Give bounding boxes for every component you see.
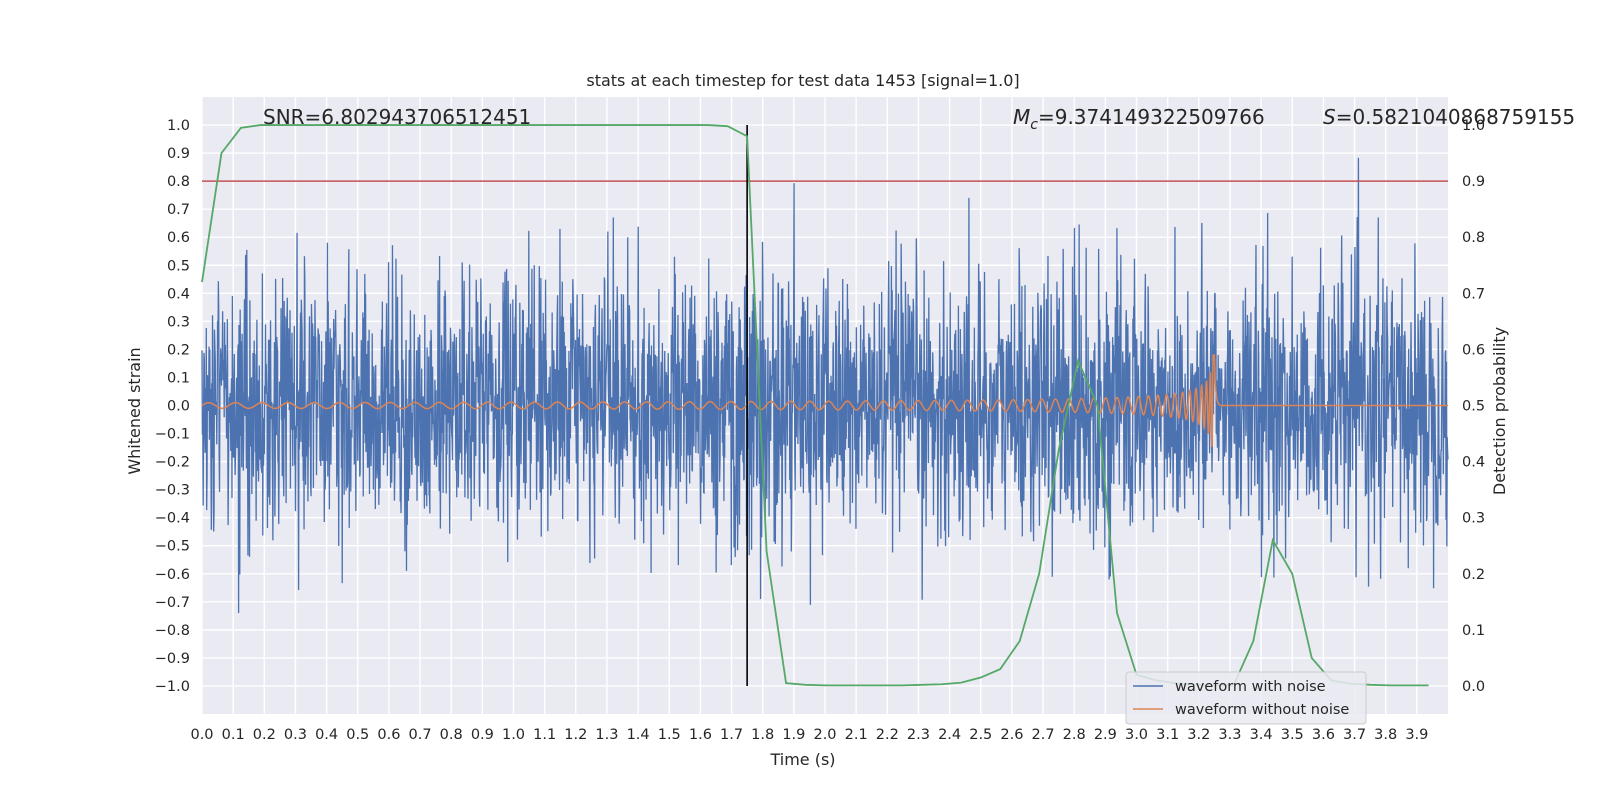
- y-tick-label: 0.9: [167, 146, 190, 162]
- y2-tick-label: 0.1: [1462, 623, 1485, 639]
- y-tick-label: 0.5: [167, 258, 190, 274]
- y-tick-label: 0.0: [167, 399, 190, 415]
- x-tick-label: 0.7: [409, 727, 432, 743]
- y-tick-label: −0.6: [155, 567, 190, 583]
- legend-box: [1125, 671, 1367, 725]
- x-tick-label: 3.2: [1187, 727, 1210, 743]
- y2-axis-label: Detection probability: [1490, 327, 1509, 495]
- x-tick-label: 0.4: [315, 727, 338, 743]
- y-tick-label: −0.7: [155, 595, 190, 611]
- x-tick-label: 3.3: [1218, 727, 1241, 743]
- chirp-mass-value: =9.374149322509766: [1038, 105, 1265, 129]
- x-tick-label: 2.2: [876, 727, 899, 743]
- x-tick-label: 2.3: [907, 727, 930, 743]
- y2-tick-label: 0.5: [1462, 399, 1485, 415]
- y-tick-label: −0.9: [155, 651, 190, 667]
- y-tick-label: 0.7: [167, 202, 190, 218]
- x-tick-label: 1.9: [782, 727, 805, 743]
- x-tick-label: 0.8: [440, 727, 463, 743]
- y-tick-label: −0.1: [155, 427, 190, 443]
- x-tick-label: 2.5: [969, 727, 992, 743]
- y2-tick-label: 0.9: [1462, 174, 1485, 190]
- x-tick-label: 2.4: [938, 727, 961, 743]
- x-tick-label: 3.6: [1312, 727, 1335, 743]
- y2-tick-label: 0.4: [1462, 455, 1485, 471]
- x-tick-label: 1.7: [720, 727, 743, 743]
- chirp-mass-symbol: M: [1013, 105, 1030, 129]
- x-tick-label: 3.1: [1156, 727, 1179, 743]
- y-tick-label: −0.5: [155, 539, 190, 555]
- y-tick-label: −0.4: [155, 511, 190, 527]
- x-tick-label: 0.9: [471, 727, 494, 743]
- legend: waveform with noise waveform without noi…: [1125, 671, 1367, 725]
- x-tick-label: 2.0: [813, 727, 836, 743]
- chart-title: stats at each timestep for test data 145…: [586, 71, 1019, 90]
- x-tick-label: 1.6: [689, 727, 712, 743]
- x-tick-label: 1.0: [502, 727, 525, 743]
- legend-label-waveform-without-noise: waveform without noise: [1175, 702, 1349, 718]
- x-tick-label: 1.4: [627, 727, 650, 743]
- y-tick-label: 0.6: [167, 230, 190, 246]
- y-axis-ticks: 1.0 0.9 0.8 0.7 0.6 0.5 0.4 0.3 0.2 0.1 0.0 −0.1 −0.…: [155, 118, 190, 695]
- x-tick-label: 2.8: [1063, 727, 1086, 743]
- y-tick-label: 1.0: [167, 118, 190, 134]
- y-tick-label: 0.2: [167, 342, 190, 358]
- x-tick-label: 2.6: [1000, 727, 1023, 743]
- x-tick-label: 2.1: [845, 727, 868, 743]
- series-waveform-without-noise: [201, 354, 1448, 448]
- x-tick-label: 1.5: [658, 727, 681, 743]
- x-tick-label: 1.1: [533, 727, 556, 743]
- y2-tick-label: 0.0: [1462, 679, 1485, 695]
- y-tick-label: 0.1: [167, 370, 190, 386]
- legend-label-waveform-with-noise: waveform with noise: [1175, 679, 1326, 695]
- x-tick-label: 3.4: [1250, 727, 1273, 743]
- chirp-mass-annotation: Mc=9.374149322509766: [1013, 105, 1265, 133]
- y2-axis-ticks: 1.0 0.9 0.8 0.7 0.6 0.5 0.4 0.3 0.2 0.1 0.0: [1462, 118, 1485, 695]
- y2-tick-label: 0.7: [1462, 286, 1485, 302]
- x-tick-label: 3.9: [1405, 727, 1428, 743]
- x-tick-label: 1.3: [595, 727, 618, 743]
- y-tick-label: 0.8: [167, 174, 190, 190]
- x-tick-label: 0.5: [346, 727, 369, 743]
- y2-tick-label: 1.0: [1462, 118, 1485, 134]
- spin-annotation: S=0.5821040868759155: [1323, 105, 1575, 129]
- x-tick-label: 2.7: [1032, 727, 1055, 743]
- x-tick-label: 0.2: [253, 727, 276, 743]
- snr-annotation: SNR=6.802943706512451: [263, 105, 531, 129]
- x-axis-ticks: 0.0 0.1 0.2 0.3 0.4 0.5 0.6 0.7 0.8 0.9 1.0 1.1 1.2 1…: [190, 727, 1428, 743]
- series-waveform-with-noise: [201, 157, 1449, 613]
- y-axis-label: Whitened strain: [125, 347, 144, 474]
- x-tick-label: 0.1: [222, 727, 245, 743]
- y2-tick-label: 0.8: [1462, 230, 1485, 246]
- x-tick-label: 2.9: [1094, 727, 1117, 743]
- x-tick-label: 3.8: [1374, 727, 1397, 743]
- y-tick-label: −0.2: [155, 455, 190, 471]
- x-tick-label: 3.0: [1125, 727, 1148, 743]
- y2-tick-label: 0.3: [1462, 511, 1485, 527]
- x-tick-label: 1.2: [564, 727, 587, 743]
- x-tick-label: 1.8: [751, 727, 774, 743]
- y2-tick-label: 0.6: [1462, 342, 1485, 358]
- y-tick-label: 0.3: [167, 314, 190, 330]
- y-tick-label: −0.3: [155, 483, 190, 499]
- spin-symbol: S: [1323, 105, 1336, 129]
- y-tick-label: −1.0: [155, 679, 190, 695]
- x-axis-label: Time (s): [769, 750, 835, 769]
- y2-tick-label: 0.2: [1462, 567, 1485, 583]
- x-tick-label: 0.6: [377, 727, 400, 743]
- spin-value: =0.5821040868759155: [1336, 105, 1575, 129]
- x-tick-label: 0.3: [284, 727, 307, 743]
- x-tick-label: 3.7: [1343, 727, 1366, 743]
- y-tick-label: 0.4: [167, 286, 190, 302]
- x-tick-label: 3.5: [1281, 727, 1304, 743]
- chirp-mass-subscript: c: [1030, 117, 1038, 133]
- x-tick-label: 0.0: [190, 727, 213, 743]
- y-tick-label: −0.8: [155, 623, 190, 639]
